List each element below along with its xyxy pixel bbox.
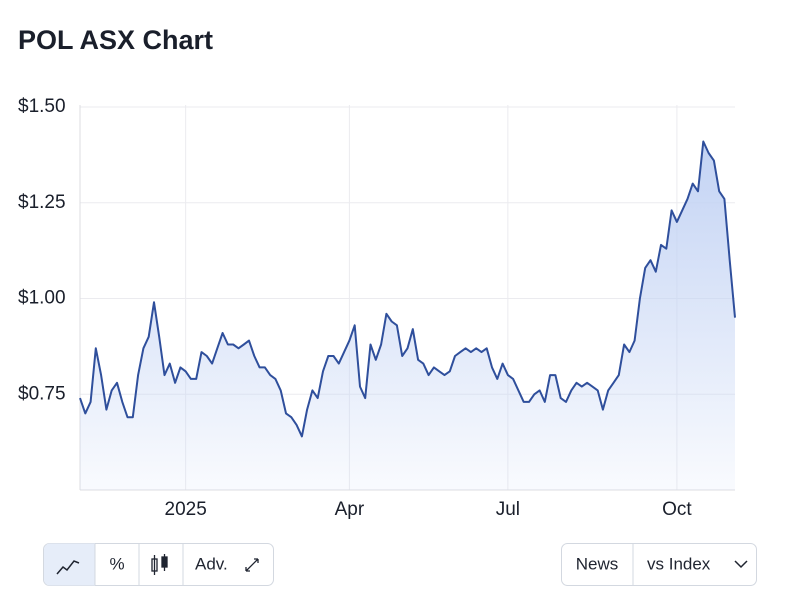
y-tick-label: $0.75 [18,383,66,404]
chevron-icon [734,560,748,569]
news-button[interactable]: News [576,554,619,573]
y-tick-label: $1.50 [18,96,66,117]
advanced-button[interactable]: Adv. [195,554,228,573]
expand-icon [245,558,259,572]
line-button[interactable] [44,543,95,586]
y-tick-label: $1.25 [18,192,66,213]
chart-type-controls: % Adv. [43,543,274,586]
index-dropdown[interactable]: vs Index [647,554,711,573]
candle-button[interactable] [151,554,168,575]
y-tick-label: $1.00 [18,288,66,309]
x-tick-label: Apr [335,499,365,520]
chart-title: POL ASX Chart [18,25,213,55]
line-icon [56,560,80,575]
area-fill [80,141,735,490]
x-tick-label: 2025 [165,499,207,520]
x-tick-label: Jul [496,499,520,520]
plot-area: $0.75 $1.00 $1.25 $1.50 2025 Apr Jul Oct [18,96,736,520]
percent-button[interactable]: % [109,554,124,573]
overlay-controls: News vs Index [561,543,757,586]
control-group [43,543,274,586]
control-group [561,543,757,586]
price-line [79,140,736,438]
x-tick-label: Oct [662,499,692,520]
